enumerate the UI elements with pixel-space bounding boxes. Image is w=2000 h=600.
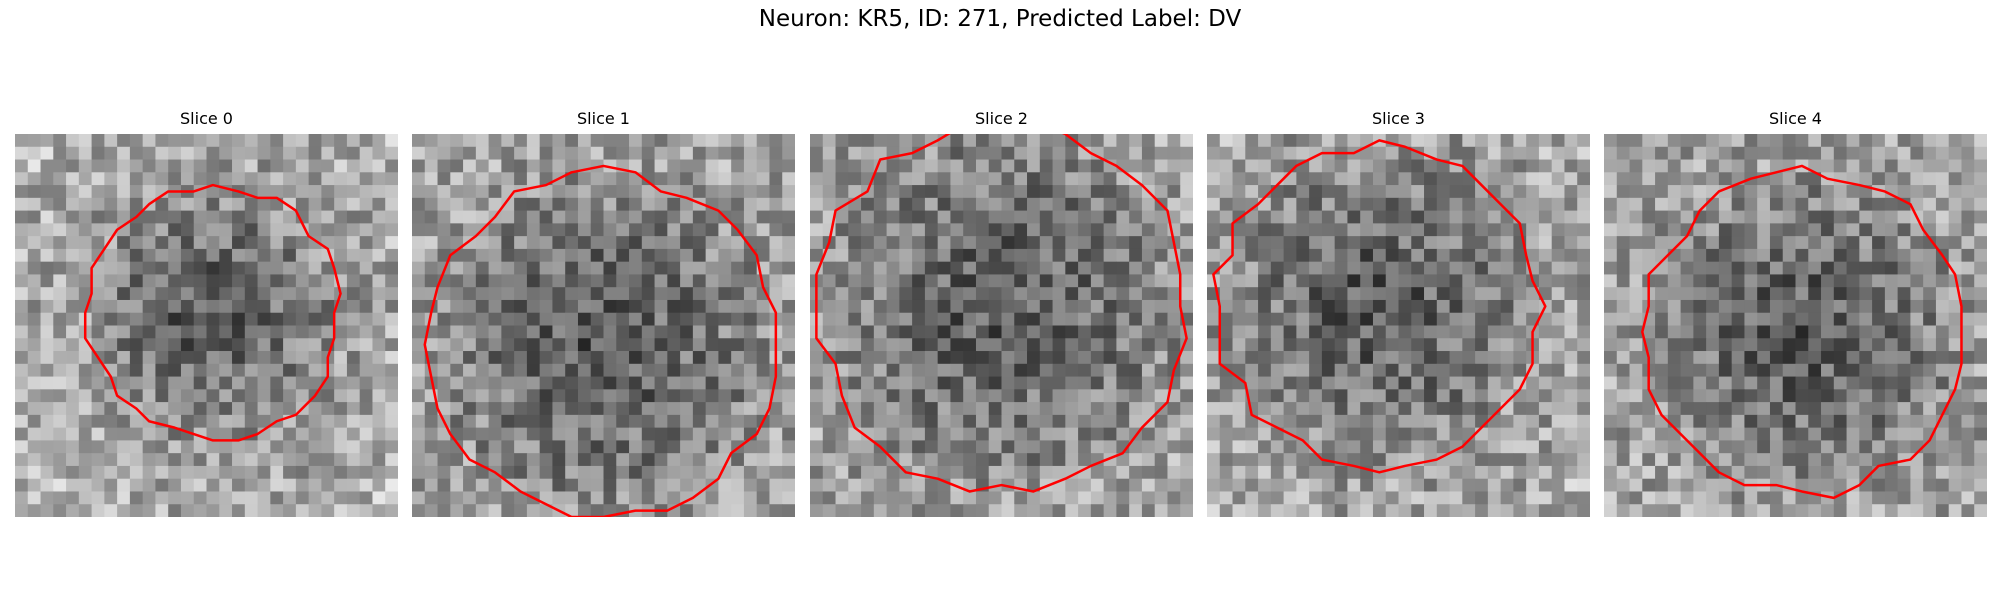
slice-image-3 <box>1207 134 1590 517</box>
pixel-grid-3 <box>1207 134 1590 517</box>
slice-image-4 <box>1604 134 1987 517</box>
slice-panel-3: Slice 3 <box>1207 110 1590 517</box>
slice-title-4: Slice 4 <box>1769 109 1822 128</box>
slice-panel-1: Slice 1 <box>412 110 795 517</box>
cell-contour-0 <box>83 183 342 442</box>
slice-image-2 <box>810 134 1193 517</box>
figure-title: Neuron: KR5, ID: 271, Predicted Label: D… <box>758 6 1242 32</box>
slice-panel-4: Slice 4 <box>1604 110 1987 517</box>
cell-contour-3 <box>1212 139 1547 474</box>
slice-title-3: Slice 3 <box>1372 109 1425 128</box>
slice-title-2: Slice 2 <box>975 109 1028 128</box>
pixel-grid-2 <box>810 134 1193 517</box>
pixel-grid-0 <box>15 134 398 517</box>
cell-contour-4 <box>1641 164 1963 500</box>
cell-contour-2 <box>815 134 1188 493</box>
cell-contour-1 <box>423 164 778 517</box>
slice-title-0: Slice 0 <box>180 109 233 128</box>
slice-image-0 <box>15 134 398 517</box>
pixel-grid-4 <box>1604 134 1987 517</box>
slice-image-1 <box>412 134 795 517</box>
slice-panel-0: Slice 0 <box>15 110 398 517</box>
pixel-grid-1 <box>412 134 795 517</box>
slice-panel-2: Slice 2 <box>810 110 1193 517</box>
slice-title-1: Slice 1 <box>577 109 630 128</box>
